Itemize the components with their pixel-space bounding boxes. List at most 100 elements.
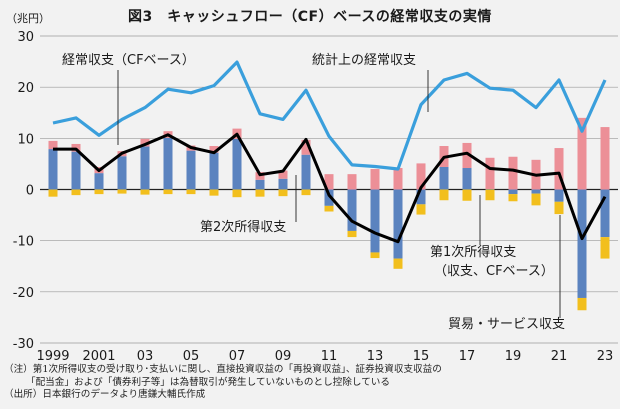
bar-segment — [393, 258, 403, 269]
x-tick-label: 15 — [413, 349, 430, 362]
y-tick-labels: 30 20 10 0 -10 -20 -30 — [13, 30, 34, 352]
bar-segment — [117, 189, 127, 194]
bar-segment — [531, 193, 541, 206]
x-tick-labels: 1999 2001 03 05 07 09 11 13 15 17 19 21 23 — [36, 349, 613, 362]
bar-segment — [71, 189, 81, 196]
note-line: （注）第1次所得収支の受け取り･支払いに関し、直接投資収益の「再投資収益」、証券… — [4, 364, 442, 375]
source-line: （出所）日本銀行のデータより唐鎌大輔氏作成 — [4, 389, 206, 400]
annotation-label: 貿易・サービス収支 — [448, 317, 565, 332]
series-line — [53, 132, 607, 244]
bar-segment — [370, 169, 380, 190]
bar-segment — [186, 150, 196, 190]
bar-segment — [140, 189, 150, 195]
bar-segment — [163, 189, 173, 195]
bar-segment — [462, 168, 472, 190]
bar-segment — [485, 157, 495, 189]
bar-segment — [48, 189, 58, 197]
bar-segment — [577, 297, 587, 311]
bar-segment — [416, 189, 426, 205]
annotation-label: 経常収支（CFベース） — [62, 53, 195, 68]
bar-segment — [278, 170, 288, 179]
x-tick-label: 2001 — [82, 349, 115, 362]
y-tick-label: 30 — [17, 30, 34, 45]
bar-segment — [324, 174, 334, 190]
annotation-label: 統計上の経常収支 — [312, 52, 416, 68]
bar-segment — [577, 117, 587, 190]
x-tick-label: 13 — [367, 349, 384, 362]
bar-segment — [255, 179, 265, 190]
bar-segment — [416, 163, 426, 190]
bar-segment — [232, 138, 242, 190]
x-tick-label: 1999 — [36, 349, 69, 362]
bar-segment — [554, 201, 564, 215]
bar-segment — [600, 189, 610, 238]
bar-segment — [94, 189, 104, 195]
bar-segment — [324, 205, 334, 212]
bar-segment — [140, 146, 150, 190]
x-tick-label: 21 — [551, 349, 568, 362]
bar-segment — [462, 189, 472, 201]
bar-segment — [508, 194, 518, 202]
annotation-label: 第2次所得収支 — [200, 219, 286, 235]
bar-segment — [554, 148, 564, 190]
bar-segment — [255, 189, 265, 197]
series-lines — [52, 60, 607, 244]
bar-segment — [48, 140, 58, 150]
bar-segment — [347, 174, 357, 190]
bar-segment — [439, 166, 449, 190]
x-tick-label: 09 — [275, 349, 292, 362]
bar-segment — [600, 127, 610, 190]
bar-segment — [393, 168, 403, 190]
y-tick-label: -30 — [13, 337, 34, 352]
bar-segment — [462, 142, 472, 169]
bar-segment — [485, 188, 495, 190]
bar-segment — [416, 204, 426, 215]
bar-segment — [278, 178, 288, 190]
bar-segment — [600, 237, 610, 259]
bar-segment — [209, 152, 219, 190]
y-tick-label: -20 — [13, 286, 34, 301]
bar-segment — [94, 173, 104, 190]
bar-segment — [48, 149, 58, 190]
footnotes: （注）第1次所得収支の受け取り･支払いに関し、直接投資収益の「再投資収益」、証券… — [4, 364, 616, 402]
bar-segment — [347, 230, 357, 238]
y-tick-label: 0 — [26, 184, 34, 199]
bar-segment — [531, 189, 541, 194]
bar-segment — [347, 189, 357, 231]
bar-segment — [301, 154, 311, 190]
x-tick-label: 03 — [137, 349, 154, 362]
x-tick-label: 05 — [183, 349, 200, 362]
bar-segment — [117, 156, 127, 190]
series-line — [52, 60, 607, 171]
bar-segment — [278, 189, 288, 197]
bars — [48, 117, 610, 311]
x-tick-label: 11 — [321, 349, 338, 362]
x-tick-label: 17 — [459, 349, 476, 362]
chart-title: 図3 キャッシュフロー（CF）ベースの経常収支の実情 — [128, 9, 492, 25]
y-tick-label: 10 — [17, 132, 34, 147]
y-tick-label: -10 — [13, 235, 34, 250]
y-tick-label: 20 — [17, 81, 34, 96]
x-tick-label: 19 — [505, 349, 522, 362]
bar-segment — [301, 139, 311, 155]
bar-segment — [370, 252, 380, 259]
bar-segment — [209, 189, 219, 196]
bar-segment — [485, 189, 495, 201]
bar-segment — [301, 189, 311, 196]
y-axis-label: （兆円） — [6, 12, 50, 25]
bar-segment — [393, 189, 403, 259]
x-tick-label: 07 — [229, 349, 246, 362]
note-line: 「配当金」および「債券利子等」は為替取引が発生していないものとし控除している — [26, 376, 390, 388]
bar-segment — [71, 151, 81, 190]
bar-segment — [554, 189, 564, 202]
bar-segment — [370, 189, 380, 253]
bar-segment — [508, 156, 518, 190]
bar-segment — [209, 146, 219, 153]
bar-segment — [186, 189, 196, 195]
bar-segment — [163, 137, 173, 190]
x-tick-label: 23 — [597, 349, 614, 362]
bar-segment — [232, 189, 242, 198]
bar-segment — [577, 189, 587, 298]
